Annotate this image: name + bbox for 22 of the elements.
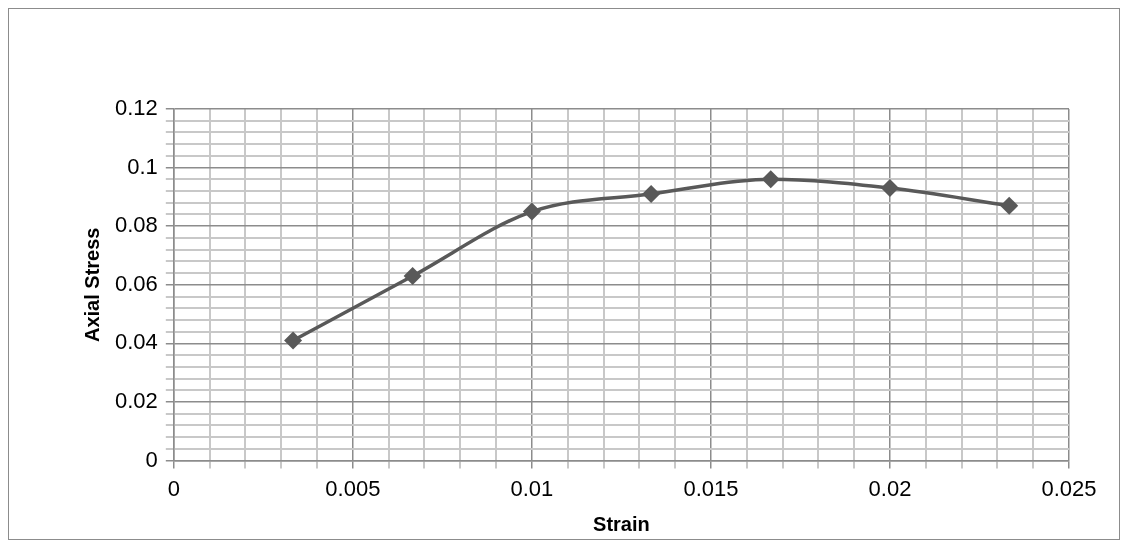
point xyxy=(880,179,899,198)
y-tick-label: 0.02 xyxy=(114,388,158,414)
y-tick-label: 0.1 xyxy=(127,153,158,179)
y-tick-label: 0.06 xyxy=(114,270,158,296)
x-tick-label: 0 xyxy=(167,475,180,501)
x-tick-label: 0.02 xyxy=(868,475,912,501)
point xyxy=(522,202,541,221)
point xyxy=(761,170,780,189)
point xyxy=(284,331,303,350)
y-tick-label: 0 xyxy=(145,446,158,472)
y-tick-label: 0.04 xyxy=(114,329,158,355)
point xyxy=(642,184,661,203)
y-tick-label: 0.12 xyxy=(114,95,158,121)
x-tick-label: 0.015 xyxy=(683,475,739,501)
y-axis-title: Axial Stress xyxy=(80,227,103,343)
point xyxy=(1000,196,1019,215)
x-tick-label: 0.005 xyxy=(325,475,381,501)
y-tick-label: 0.08 xyxy=(114,212,158,238)
x-tick-label: 0.01 xyxy=(510,475,554,501)
x-tick-label: 0.025 xyxy=(1041,475,1097,501)
x-axis-title: Strain xyxy=(593,512,650,535)
point xyxy=(403,267,422,286)
